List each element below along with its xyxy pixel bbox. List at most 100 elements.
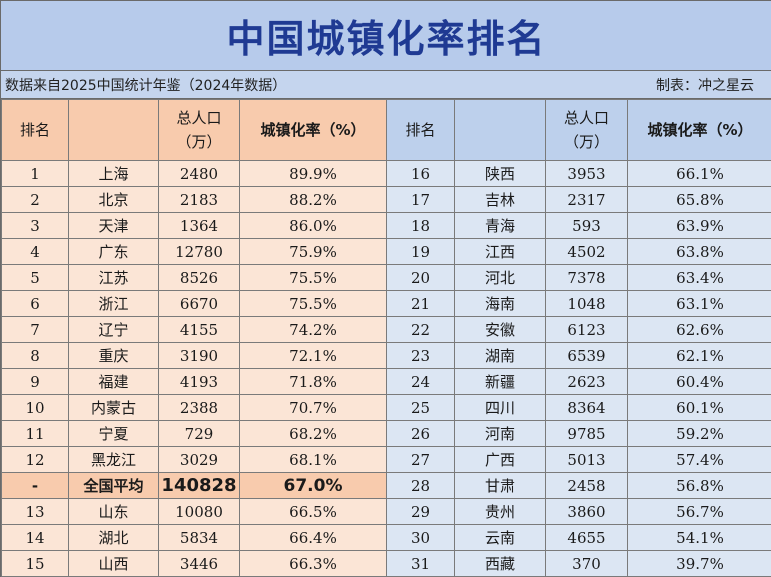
cell-rank-left: 7 xyxy=(1,316,69,343)
cell-rank-right: 17 xyxy=(386,186,455,213)
cell-population-right: 4655 xyxy=(545,524,628,551)
cell-rank-left: 13 xyxy=(1,498,69,525)
cell-rank-left: 1 xyxy=(1,160,69,187)
cell-rank-left: 3 xyxy=(1,212,69,239)
table-row: 13 山东 10080 66.5% 29 贵州 3860 56.7% xyxy=(1,498,771,525)
cell-rank-right: 21 xyxy=(386,290,455,317)
cell-rate-left: 88.2% xyxy=(239,186,387,213)
cell-rate-right: 62.6% xyxy=(627,316,771,343)
cell-population-right: 2458 xyxy=(545,472,628,499)
table-row: 10 内蒙古 2388 70.7% 25 四川 8364 60.1% xyxy=(1,394,771,421)
cell-population-left: 729 xyxy=(158,420,240,447)
cell-rate-right: 54.1% xyxy=(627,524,771,551)
source-note: 数据来自2025中国统计年鉴（2024年数据） xyxy=(5,77,287,94)
cell-population-right: 4502 xyxy=(545,238,628,265)
table-row: 1 上海 2480 89.9% 16 陕西 3953 66.1% xyxy=(1,160,771,187)
table-row: 2 北京 2183 88.2% 17 吉林 2317 65.8% xyxy=(1,186,771,213)
cell-rate-left: 66.3% xyxy=(239,550,387,577)
table-row: 14 湖北 5834 66.4% 30 云南 4655 54.1% xyxy=(1,524,771,551)
cell-rate-right: 63.4% xyxy=(627,264,771,291)
table-row: 8 重庆 3190 72.1% 23 湖南 6539 62.1% xyxy=(1,342,771,369)
author-note: 制表：冲之星云 xyxy=(656,77,754,94)
cell-rate-right: 57.4% xyxy=(627,446,771,473)
cell-rank-right: 18 xyxy=(386,212,455,239)
cell-region-right: 甘肃 xyxy=(454,472,546,499)
cell-population-left: 2480 xyxy=(158,160,240,187)
table-row: 9 福建 4193 71.8% 24 新疆 2623 60.4% xyxy=(1,368,771,395)
cell-population-left: 5834 xyxy=(158,524,240,551)
cell-population-left: 8526 xyxy=(158,264,240,291)
table-row: 6 浙江 6670 75.5% 21 海南 1048 63.1% xyxy=(1,290,771,317)
cell-region-right: 湖南 xyxy=(454,342,546,369)
cell-rank-left: - xyxy=(1,472,69,499)
cell-rate-left: 66.4% xyxy=(239,524,387,551)
table-row: - 全国平均 140828 67.0% 28 甘肃 2458 56.8% xyxy=(1,472,771,499)
header-region-right xyxy=(454,99,546,161)
cell-population-left: 10080 xyxy=(158,498,240,525)
cell-population-right: 2317 xyxy=(545,186,628,213)
cell-region-right: 贵州 xyxy=(454,498,546,525)
cell-rate-left: 75.9% xyxy=(239,238,387,265)
cell-region-left: 黑龙江 xyxy=(68,446,159,473)
cell-region-left: 山西 xyxy=(68,550,159,577)
header-row: 排名 总人口 （万） 城镇化率（%） 排名 总人口 （万） 城镇化率（%） xyxy=(1,99,771,161)
cell-rate-right: 63.9% xyxy=(627,212,771,239)
table-row: 3 天津 1364 86.0% 18 青海 593 63.9% xyxy=(1,212,771,239)
cell-rank-right: 26 xyxy=(386,420,455,447)
cell-rate-left: 67.0% xyxy=(239,472,387,499)
cell-rank-right: 28 xyxy=(386,472,455,499)
cell-region-right: 西藏 xyxy=(454,550,546,577)
cell-population-left: 140828 xyxy=(158,472,240,499)
page-title: 中国城镇化率排名 xyxy=(226,17,547,61)
cell-population-left: 4155 xyxy=(158,316,240,343)
cell-population-left: 3446 xyxy=(158,550,240,577)
cell-population-right: 3953 xyxy=(545,160,628,187)
cell-population-left: 4193 xyxy=(158,368,240,395)
cell-rate-right: 59.2% xyxy=(627,420,771,447)
cell-population-left: 6670 xyxy=(158,290,240,317)
cell-rank-right: 16 xyxy=(386,160,455,187)
cell-rate-left: 89.9% xyxy=(239,160,387,187)
cell-population-right: 593 xyxy=(545,212,628,239)
header-population-right: 总人口 （万） xyxy=(545,99,628,161)
cell-population-left: 3029 xyxy=(158,446,240,473)
cell-rate-right: 56.7% xyxy=(627,498,771,525)
cell-population-left: 2183 xyxy=(158,186,240,213)
cell-population-right: 1048 xyxy=(545,290,628,317)
cell-rank-left: 9 xyxy=(1,368,69,395)
table-row: 7 辽宁 4155 74.2% 22 安徽 6123 62.6% xyxy=(1,316,771,343)
cell-rate-right: 62.1% xyxy=(627,342,771,369)
table-row: 4 广东 12780 75.9% 19 江西 4502 63.8% xyxy=(1,238,771,265)
cell-rank-left: 15 xyxy=(1,550,69,577)
cell-region-right: 广西 xyxy=(454,446,546,473)
cell-rank-left: 8 xyxy=(1,342,69,369)
cell-region-left: 宁夏 xyxy=(68,420,159,447)
cell-rate-right: 63.1% xyxy=(627,290,771,317)
table-row: 5 江苏 8526 75.5% 20 河北 7378 63.4% xyxy=(1,264,771,291)
header-population-line1: 总人口 xyxy=(176,109,222,127)
cell-rank-left: 11 xyxy=(1,420,69,447)
cell-region-right: 云南 xyxy=(454,524,546,551)
cell-population-right: 9785 xyxy=(545,420,628,447)
header-population-line2: （万） xyxy=(176,133,222,151)
cell-rate-left: 75.5% xyxy=(239,290,387,317)
header-rate-right: 城镇化率（%） xyxy=(627,99,771,161)
cell-population-left: 2388 xyxy=(158,394,240,421)
table-body: 1 上海 2480 89.9% 16 陕西 3953 66.1% 2 北京 2183 88.2% 17 吉… xyxy=(1,160,771,577)
cell-rank-right: 27 xyxy=(386,446,455,473)
cell-region-right: 河北 xyxy=(454,264,546,291)
cell-population-right: 8364 xyxy=(545,394,628,421)
cell-region-left: 重庆 xyxy=(68,342,159,369)
cell-population-right: 370 xyxy=(545,550,628,577)
cell-region-left: 浙江 xyxy=(68,290,159,317)
cell-region-left: 上海 xyxy=(68,160,159,187)
cell-region-left: 全国平均 xyxy=(68,472,159,499)
cell-rate-left: 68.2% xyxy=(239,420,387,447)
cell-rank-left: 5 xyxy=(1,264,69,291)
cell-population-right: 2623 xyxy=(545,368,628,395)
cell-region-left: 北京 xyxy=(68,186,159,213)
cell-population-right: 6123 xyxy=(545,316,628,343)
cell-population-left: 3190 xyxy=(158,342,240,369)
cell-rank-right: 25 xyxy=(386,394,455,421)
